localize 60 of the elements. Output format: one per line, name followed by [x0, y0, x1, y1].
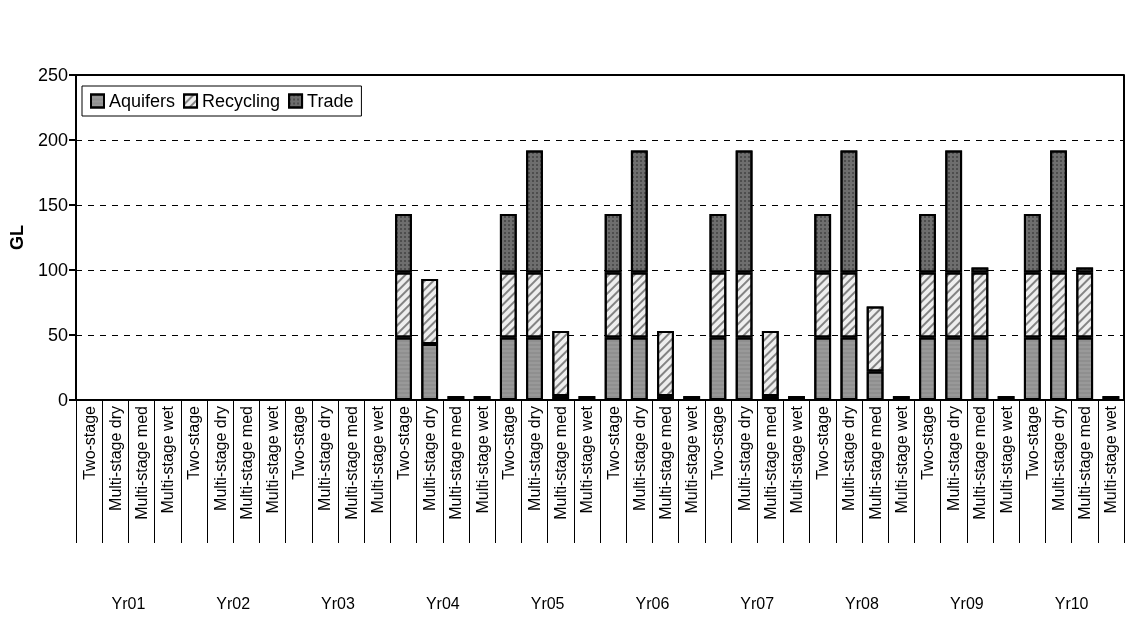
y-tick-label: 50 — [47, 325, 68, 345]
x-tick-label: Two-stage — [290, 405, 308, 480]
x-tick-label: Two-stage — [499, 405, 517, 480]
x-tick-label: Multi-stage med — [237, 406, 255, 520]
y-axis-title: GL — [7, 225, 27, 250]
x-tick-label: Multi-stage dry — [106, 406, 124, 511]
legend-label: Recycling — [202, 91, 281, 111]
x-tick-label: Two-stage — [709, 405, 727, 480]
y-tick-label: 150 — [37, 195, 68, 215]
y-tick-label: 100 — [37, 260, 68, 280]
x-tick-label: Multi-stage med — [447, 406, 465, 520]
x-tick-label: Two-stage — [395, 405, 412, 480]
x-tick-label: Multi-stage dry — [630, 406, 648, 511]
x-tick-label: Multi-stage med — [866, 406, 884, 520]
x-tick-label: Multi-stage med — [657, 406, 674, 520]
x-tick-label: Multi-stage med — [133, 406, 150, 520]
x-tick-label: Multi-stage med — [971, 406, 989, 520]
x-tick-label: Multi-stage med — [1076, 406, 1094, 520]
text: Yr07 — [740, 594, 775, 612]
y-tick-label: 0 — [57, 390, 68, 410]
x-tick-label: Multi-stage med — [761, 406, 779, 520]
x-tick-label: Two-stage — [185, 405, 203, 480]
x-tick-label: Multi-stage dry — [735, 406, 753, 511]
x-tick-label: Multi-stage dry — [840, 406, 858, 511]
legend-label: Aquifers — [109, 91, 176, 111]
x-tick-label: Multi-stage wet — [1102, 405, 1120, 514]
x-tick-label: Multi-stage dry — [211, 406, 229, 511]
x-tick-label: Multi-stage wet — [683, 405, 701, 514]
x-tick-label: Two-stage — [1023, 405, 1041, 480]
x-tick-label: Multi-stage wet — [578, 405, 596, 514]
x-tick-label: Multi-stage dry — [316, 406, 334, 511]
legend-label: Trade — [307, 91, 354, 111]
y-tick-label: 200 — [37, 130, 68, 150]
text: Yr02 — [216, 594, 251, 612]
x-tick-label: Two-stage — [814, 405, 832, 480]
x-tick-label: Multi-stage wet — [264, 405, 281, 514]
x-tick-label: Two-stage — [604, 405, 622, 480]
x-tick-label: Multi-stage med — [342, 406, 360, 520]
y-tick-label: 250 — [37, 65, 68, 85]
text: Yr01 — [111, 594, 146, 612]
x-tick-label: Multi-stage wet — [892, 405, 910, 514]
x-tick-label: Multi-stage dry — [526, 406, 543, 511]
text: Yr10 — [1054, 594, 1089, 612]
x-tick-label: Multi-stage wet — [368, 405, 386, 514]
x-tick-label: Multi-stage wet — [159, 405, 177, 514]
x-tick-label: Multi-stage dry — [421, 406, 439, 511]
text: Yr04 — [425, 594, 460, 612]
text: Yr05 — [530, 594, 565, 612]
text: Yr08 — [845, 594, 879, 612]
x-tick-label: Multi-stage dry — [1050, 406, 1067, 511]
text: Yr06 — [635, 594, 670, 612]
x-tick-label: Multi-stage med — [552, 406, 570, 520]
x-tick-label: Multi-stage wet — [473, 405, 491, 514]
x-tick-label: Two-stage — [80, 405, 98, 480]
x-tick-label: Multi-stage wet — [997, 405, 1015, 514]
x-tick-label: Two-stage — [919, 405, 936, 480]
text: Yr03 — [321, 594, 355, 612]
text: Yr09 — [949, 594, 984, 612]
x-tick-label: Multi-stage dry — [945, 406, 963, 511]
x-tick-label: Multi-stage wet — [788, 405, 805, 514]
